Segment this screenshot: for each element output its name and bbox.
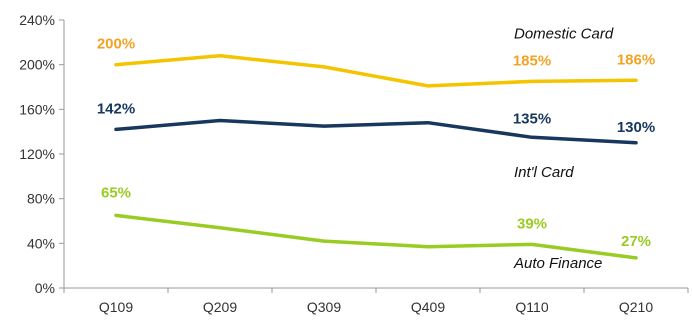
series-layer: 200% 185% 186%Domestic Card 142% 135% 130% Int…: [97, 25, 655, 272]
y-axis: 0% 40% 80% 120% 160% 200% 240%: [19, 12, 65, 296]
data-label-int-l-card: 142%: [97, 100, 135, 117]
series-domestic-card: 200% 185% 186%Domestic Card: [97, 25, 655, 88]
x-tick-label: Q409: [411, 299, 445, 315]
data-label-auto-finance: 27%: [621, 233, 651, 250]
y-tick-label: 160%: [19, 101, 55, 117]
y-tick-label: 120%: [19, 146, 55, 162]
data-label-int-l-card: 135%: [513, 110, 551, 127]
x-tick-label: Q209: [203, 299, 237, 315]
data-label-domestic-card: 186%: [617, 51, 655, 68]
series-line-int-l-card: [114, 118, 638, 145]
x-tick-label: Q110: [515, 299, 548, 315]
series-line-domestic-card: [114, 53, 638, 88]
data-label-int-l-card: 130%: [617, 119, 655, 136]
series-name-auto-finance: Auto Finance: [513, 255, 602, 272]
data-label-domestic-card: 185%: [513, 52, 551, 69]
series-name-domestic-card: Domestic Card: [514, 25, 614, 42]
y-tick-label: 40%: [27, 235, 55, 251]
data-label-auto-finance: 65%: [101, 184, 131, 201]
data-label-domestic-card: 200%: [97, 36, 135, 53]
x-axis: Q109 Q209 Q309 Q409 Q110 Q210: [63, 287, 689, 315]
y-tick-label: 200%: [19, 57, 55, 73]
series-line-auto-finance: [114, 213, 638, 260]
x-tick-label: Q309: [307, 299, 341, 315]
x-tick-label: Q109: [99, 299, 133, 315]
series-name-int-l-card: Int'l Card: [514, 164, 574, 181]
y-tick-label: 240%: [19, 12, 55, 28]
series-auto-finance: 65% 39% 27% Auto Finance: [101, 184, 651, 271]
y-tick-label: 0%: [35, 280, 55, 296]
x-tick-label: Q210: [619, 299, 653, 315]
data-label-auto-finance: 39%: [517, 215, 547, 232]
series-int-l-card: 142% 135% 130% Int'l Card: [97, 100, 655, 180]
y-tick-label: 80%: [27, 191, 55, 207]
